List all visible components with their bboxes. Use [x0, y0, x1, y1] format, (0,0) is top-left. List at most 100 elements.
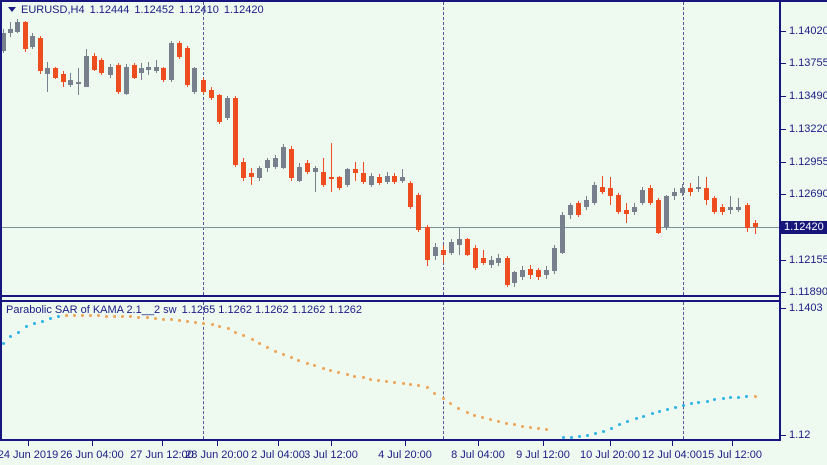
candle-body [608, 188, 613, 196]
price-tick-label: 1.12955 [789, 156, 827, 168]
indicator-panel-bottom-border [0, 439, 781, 441]
price-tick [779, 194, 786, 195]
sar-dot [129, 315, 132, 318]
price-tick [779, 260, 786, 261]
candle-body [1, 33, 6, 51]
candle-body [68, 80, 73, 85]
window-top-border [0, 0, 827, 2]
sar-dot [227, 327, 230, 330]
candle-body [624, 210, 629, 214]
time-tick [543, 441, 544, 446]
sar-dot [433, 392, 436, 395]
sar-dot [65, 314, 68, 317]
sar-dot [89, 314, 92, 317]
sar-dot [602, 430, 605, 433]
candle-body [425, 227, 430, 260]
sar-dot [17, 331, 20, 334]
sar-dot [537, 427, 540, 430]
price-tick-label: 1.14020 [789, 25, 827, 37]
sar-dot [121, 315, 124, 318]
time-tick [162, 441, 163, 446]
price-tick-label: 1.12155 [789, 254, 827, 266]
candle-body [289, 149, 294, 178]
sar-dot [385, 380, 388, 383]
sar-dot [513, 423, 516, 426]
sar-dot [409, 383, 412, 386]
candle-wick [602, 176, 603, 194]
symbol-dropdown-icon[interactable] [8, 7, 16, 12]
time-tick-label: 28 Jun 20:00 [185, 449, 249, 461]
sar-dot [146, 316, 149, 319]
sar-dot [674, 406, 677, 409]
sar-dot [426, 386, 429, 389]
sar-dot [170, 318, 173, 321]
sar-dot [242, 334, 245, 337]
candle-body [473, 248, 478, 268]
time-tick [672, 441, 673, 446]
time-tick-label: 10 Jul 20:00 [580, 449, 640, 461]
candle-body [753, 223, 758, 227]
sar-dot [722, 397, 725, 400]
candle-body [392, 176, 397, 182]
sar-dot [49, 317, 52, 320]
candle-body [329, 177, 334, 179]
candle-body [672, 192, 677, 196]
sar-dot [97, 314, 100, 317]
candle-body [192, 68, 197, 92]
symbol-header: EURUSD,H4 1.12444 1.12452 1.12410 1.12420 [6, 4, 269, 17]
sar-dot [353, 375, 356, 378]
candle-wick [78, 68, 79, 95]
sar-dot [81, 314, 84, 317]
candle-body [400, 177, 405, 181]
candle-body [177, 43, 182, 57]
candle-body [688, 188, 693, 192]
candle-body [449, 242, 454, 253]
sar-dot [497, 420, 500, 423]
main-chart-panel[interactable] [0, 0, 779, 295]
time-tick [217, 441, 218, 446]
indicator-panel[interactable] [0, 301, 779, 439]
candle-body [84, 56, 89, 87]
current-price-tag: 1.12420 [781, 221, 827, 234]
candle-wick [483, 250, 484, 265]
time-tick-label: 24 Jun 2019 [0, 449, 59, 461]
sar-dot [313, 364, 316, 367]
time-tick [478, 441, 479, 446]
sar-dot [362, 376, 365, 379]
sar-dot [329, 369, 332, 372]
candle-wick [47, 62, 48, 92]
candle-body [664, 196, 669, 227]
period-separator-line [203, 2, 204, 295]
candle-body [584, 200, 589, 207]
indicator-panel-top-border [0, 300, 781, 302]
candle-body [536, 270, 541, 277]
sar-dot [57, 315, 60, 318]
indicator-tick-label: 1.1403 [789, 302, 823, 314]
sar-dot [154, 317, 157, 320]
ohlc-low: 1.12410 [179, 4, 219, 16]
candle-body [23, 22, 28, 49]
candle-body [712, 198, 717, 212]
sar-dot [529, 426, 532, 429]
sar-dot [729, 396, 732, 399]
sar-dot [258, 342, 261, 345]
candle-body [257, 168, 262, 178]
sar-dot [178, 319, 181, 322]
price-tick-label: 1.11890 [789, 286, 827, 298]
candle-wick [156, 60, 157, 73]
sar-dot [626, 420, 629, 423]
candle-body [568, 205, 573, 215]
sar-dot [73, 314, 76, 317]
sar-dot [105, 315, 108, 318]
sar-dot [697, 401, 700, 404]
sar-dot [393, 381, 396, 384]
candle-body [209, 90, 214, 98]
price-tick [779, 292, 786, 293]
candle-body [648, 188, 653, 203]
candle-body [512, 272, 517, 283]
candle-body [146, 67, 151, 70]
current-price-line [2, 227, 779, 228]
candle-body [704, 188, 709, 200]
sar-dot [402, 382, 405, 385]
